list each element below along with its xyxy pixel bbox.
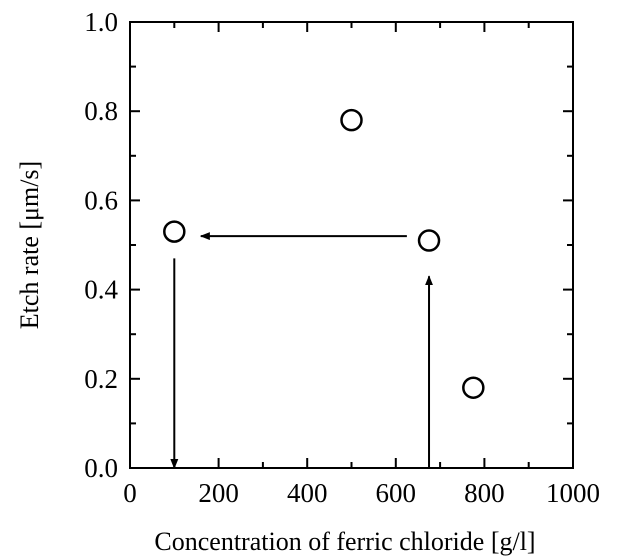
data-point: [417, 229, 441, 252]
data-point: [340, 108, 363, 132]
annotation-arrows: [170, 232, 434, 469]
x-tick-label: 200: [198, 478, 239, 508]
data-points: [163, 108, 485, 399]
axis-ticks: [129, 21, 574, 469]
data-point: [462, 376, 485, 399]
data-point: [163, 220, 186, 243]
y-tick-label: 0.4: [84, 275, 118, 305]
x-axis-title: Concentration of ferric chloride [g/l]: [154, 527, 535, 556]
x-tick-label: 600: [376, 478, 417, 508]
y-tick-label: 0.2: [84, 364, 118, 394]
y-axis-title: Etch rate [μm/s]: [15, 161, 44, 329]
y-tick-label: 0.8: [84, 96, 118, 126]
plot-frame: [129, 21, 574, 469]
x-tick-label: 0: [123, 478, 137, 508]
y-tick-label: 0.6: [84, 185, 118, 215]
y-tick-label: 1.0: [84, 7, 118, 37]
x-tick-label: 800: [464, 478, 505, 508]
y-tick-label: 0.0: [84, 453, 118, 483]
tick-labels: 0 200 400 600 800 1000 0.0 0.2 0.4 0.6 0.8 1.0: [84, 7, 600, 508]
x-tick-label: 1000: [546, 478, 600, 508]
x-tick-label: 400: [287, 478, 328, 508]
